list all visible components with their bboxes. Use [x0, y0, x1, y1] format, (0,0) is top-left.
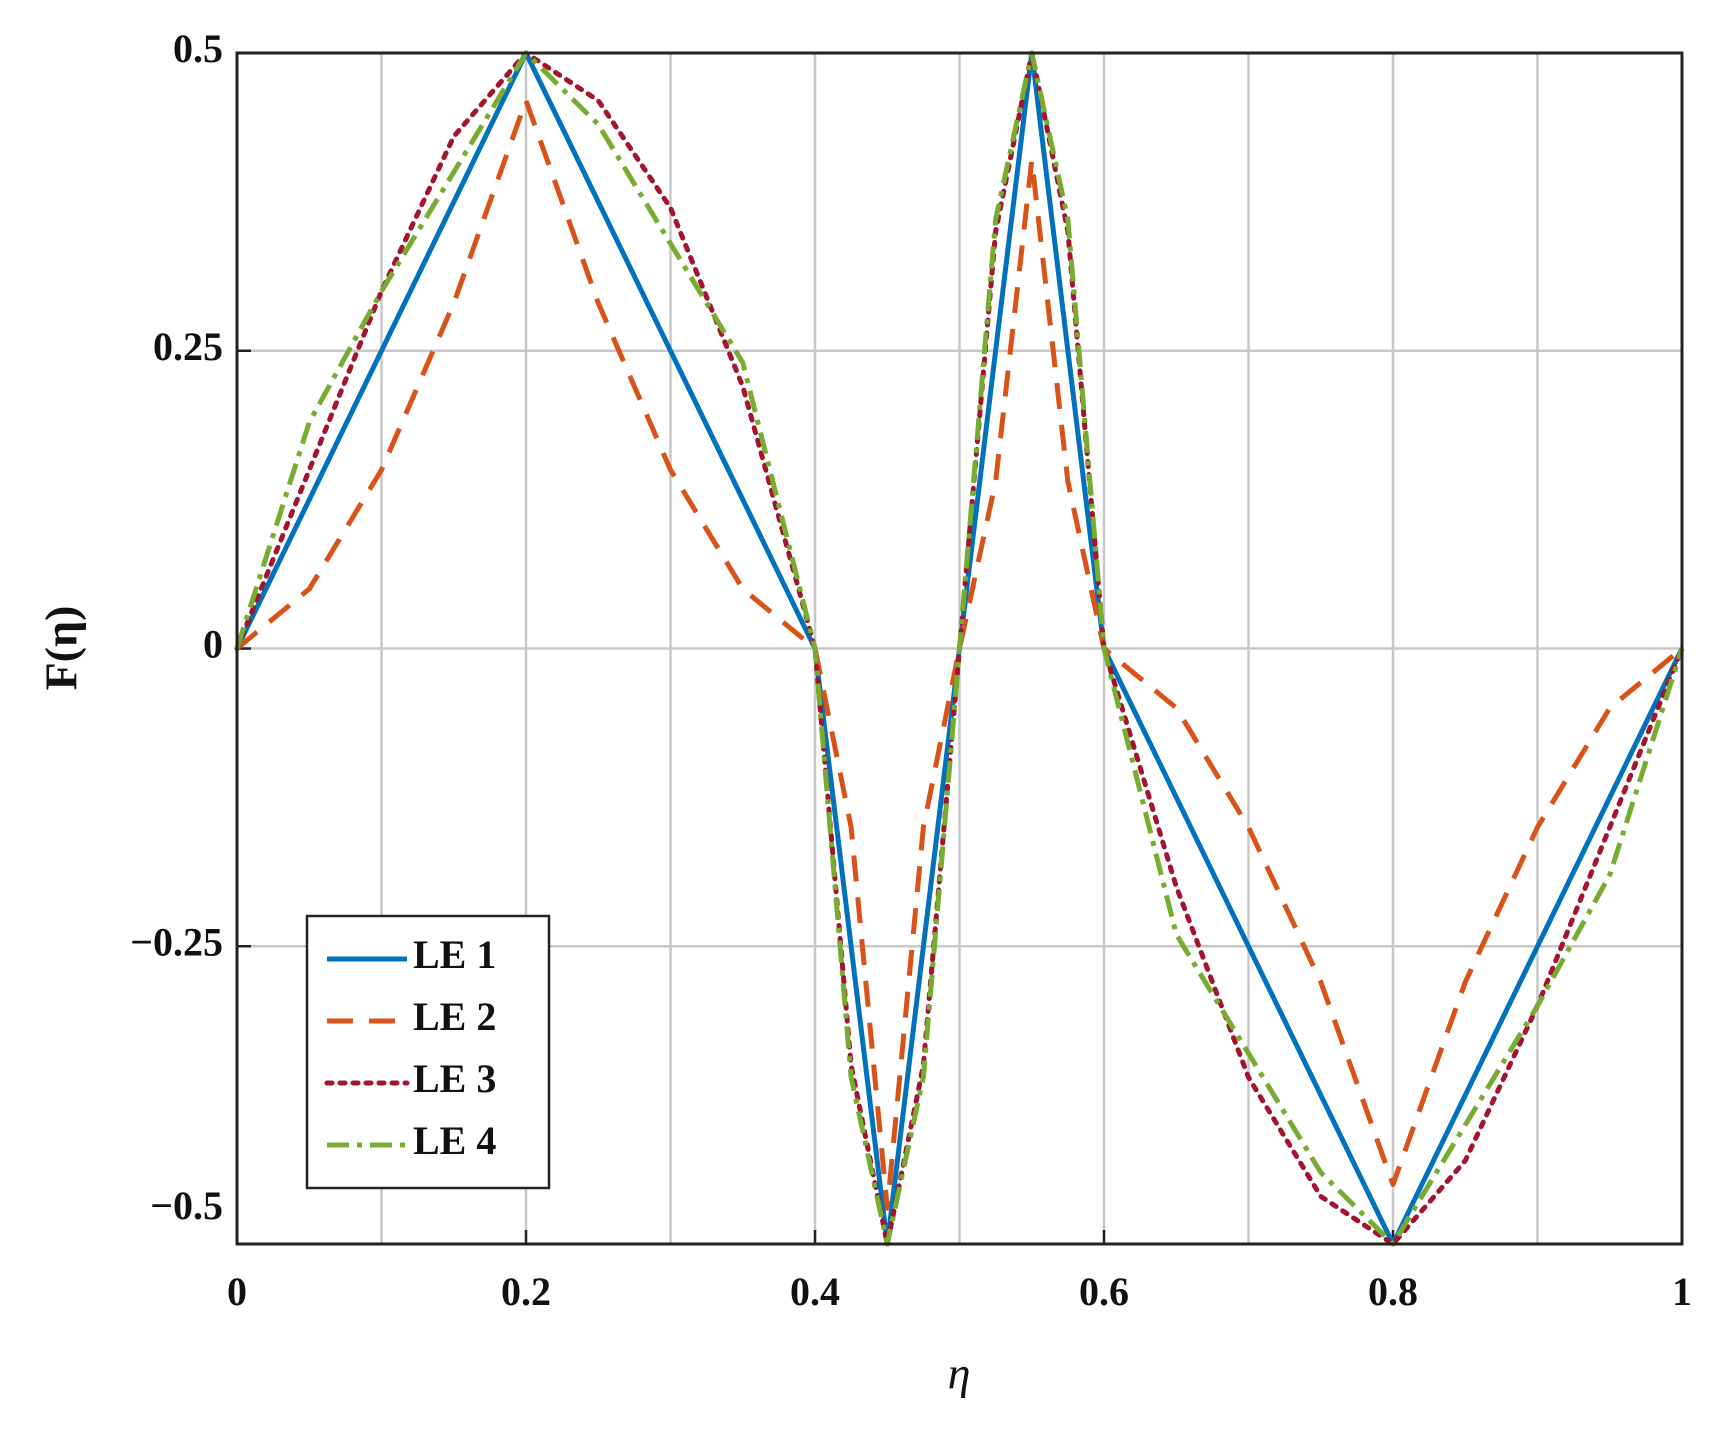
- x-tick-label: 0: [227, 1269, 247, 1314]
- x-tick-label: 0.8: [1368, 1269, 1418, 1314]
- y-tick-label: 0.5: [173, 26, 223, 71]
- legend-label: LE 3: [413, 1056, 496, 1101]
- x-tick-label: 0.6: [1079, 1269, 1129, 1314]
- legend-label: LE 4: [413, 1118, 496, 1163]
- legend-label: LE 1: [413, 932, 496, 977]
- x-tick-label: 1: [1672, 1269, 1692, 1314]
- legend-label: LE 2: [413, 994, 496, 1039]
- y-tick-label: −0.5: [150, 1183, 223, 1228]
- x-axis-label: η: [948, 1348, 971, 1399]
- y-tick-label: −0.25: [130, 919, 223, 964]
- series-line: [235, 98, 1684, 1211]
- legend: LE 1 LE 2 LE 3 LE 4: [305, 914, 551, 1190]
- x-tick-label: 0.4: [790, 1269, 840, 1314]
- y-tick-label: 0.25: [153, 324, 223, 369]
- x-tick-label: 0.2: [501, 1269, 551, 1314]
- y-axis-label: F(η): [36, 606, 87, 691]
- y-tick-label: 0: [203, 622, 223, 667]
- plot-frame: [235, 51, 1684, 1246]
